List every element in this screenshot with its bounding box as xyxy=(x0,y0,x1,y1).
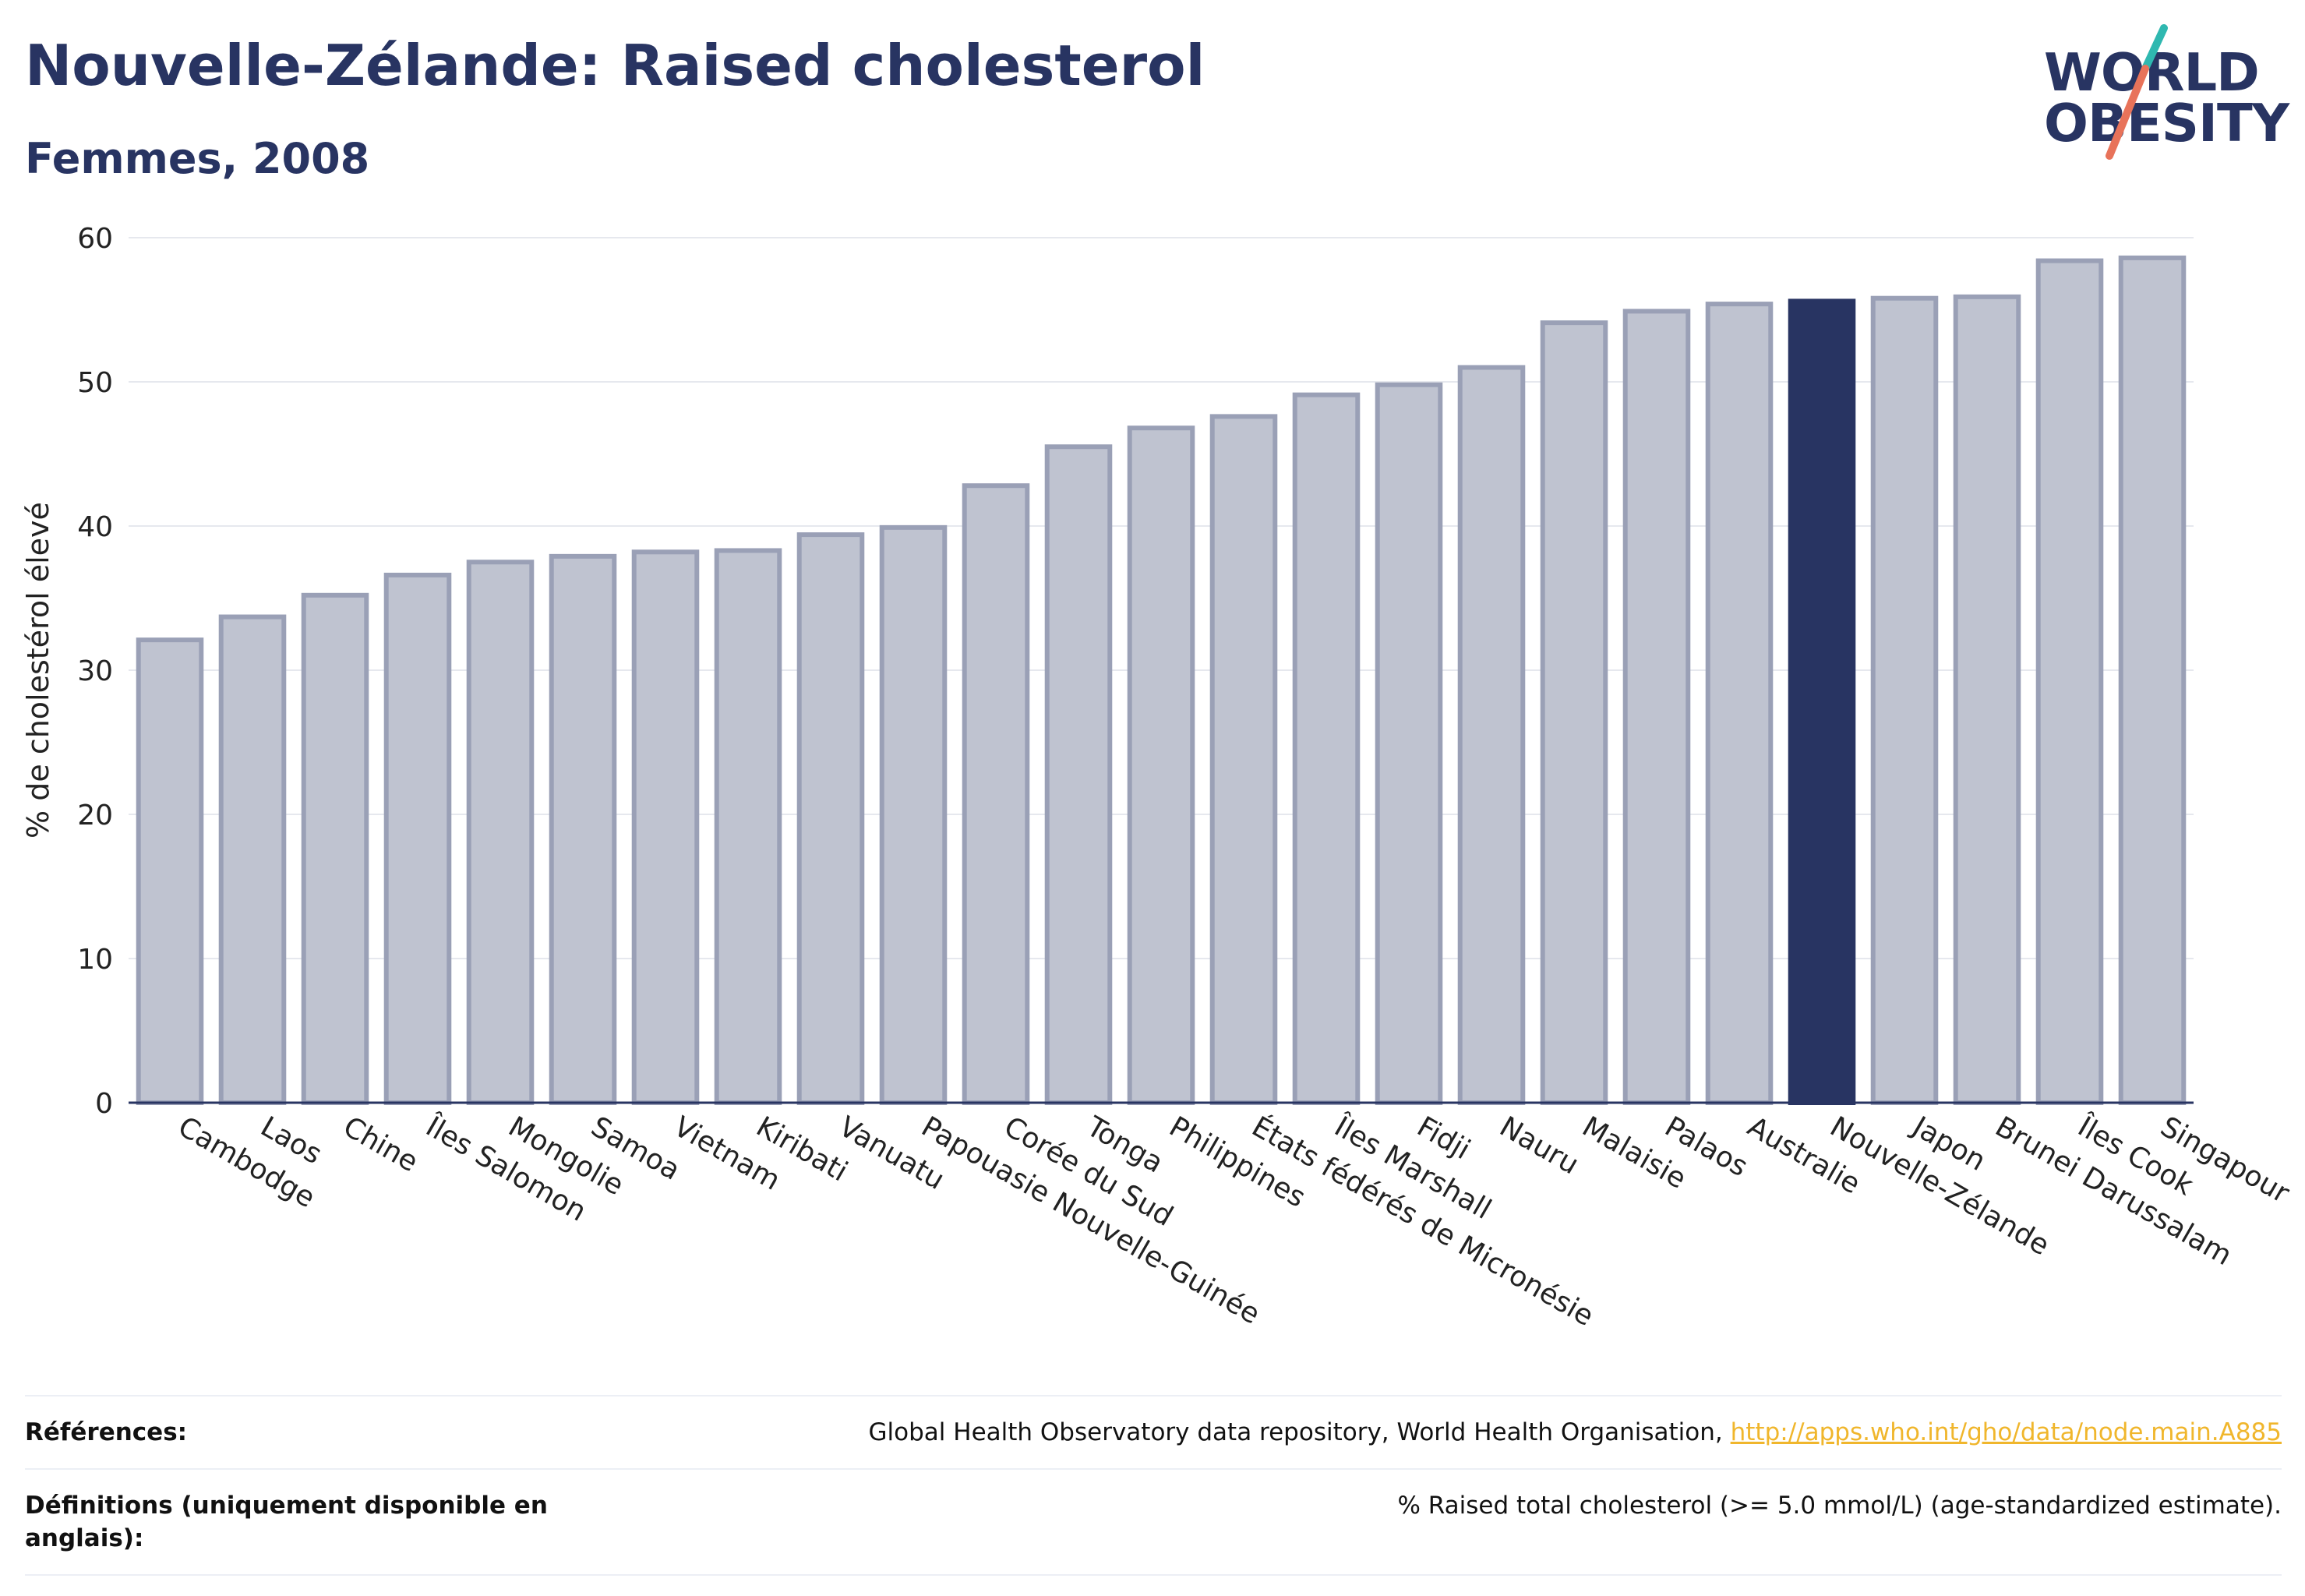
bar-22[interactable] xyxy=(1870,295,1939,1106)
definitions-row: Définitions (uniquement disponible en an… xyxy=(25,1467,2282,1576)
bar-10[interactable] xyxy=(879,524,948,1106)
references-link[interactable]: http://apps.who.int/gho/data/node.main.A… xyxy=(1730,1418,2282,1446)
bar-12[interactable] xyxy=(1044,444,1113,1105)
bar-14[interactable] xyxy=(1209,414,1278,1105)
bar-21[interactable] xyxy=(1788,298,1856,1105)
y-tick-label: 50 xyxy=(77,367,113,399)
logo-slash-icon xyxy=(2106,24,2168,160)
x-tick-label: Nauru xyxy=(1495,1110,1584,1181)
x-tick-label: Chine xyxy=(338,1110,424,1178)
definitions-label: Définitions (uniquement disponible en an… xyxy=(25,1491,548,1552)
bar-23[interactable] xyxy=(1953,294,2021,1106)
bar-20[interactable] xyxy=(1705,302,1774,1106)
page-subtitle: Femmes, 2008 xyxy=(25,134,370,183)
bar-4[interactable] xyxy=(383,572,452,1105)
bar-1[interactable] xyxy=(136,637,204,1105)
bars xyxy=(136,255,2187,1106)
bar-9[interactable] xyxy=(796,532,865,1106)
bar-13[interactable] xyxy=(1127,425,1195,1105)
bar-6[interactable] xyxy=(549,553,617,1106)
y-tick-label: 60 xyxy=(77,223,113,255)
y-tick-label: 20 xyxy=(77,800,113,832)
bar-24[interactable] xyxy=(2035,258,2104,1106)
references-row: Références: Global Health Observatory da… xyxy=(25,1395,2282,1468)
y-tick-labels: 0 10 20 30 40 50 60 xyxy=(77,223,113,1120)
references-text: Global Health Observatory data repositor… xyxy=(868,1418,1731,1446)
bar-11[interactable] xyxy=(962,483,1030,1105)
y-tick-label: 30 xyxy=(77,655,113,687)
definitions-value: % Raised total cholesterol (>= 5.0 mmol/… xyxy=(1397,1491,2282,1520)
bar-7[interactable] xyxy=(631,549,700,1105)
bar-16[interactable] xyxy=(1375,382,1443,1105)
references-value: Global Health Observatory data repositor… xyxy=(869,1417,2282,1449)
bar-18[interactable] xyxy=(1540,320,1608,1105)
page-title: Nouvelle-Zélande: Raised cholesterol xyxy=(25,33,1205,98)
bar-15[interactable] xyxy=(1292,392,1361,1105)
references-label: Références: xyxy=(25,1418,188,1446)
logo-line-2: OBESITY xyxy=(2044,93,2289,154)
footer: Références: Global Health Observatory da… xyxy=(25,1395,2282,1576)
bar-8[interactable] xyxy=(714,548,782,1105)
bar-25[interactable] xyxy=(2118,255,2187,1105)
y-tick-label: 40 xyxy=(77,511,113,543)
bar-3[interactable] xyxy=(301,592,369,1105)
bar-5[interactable] xyxy=(466,560,535,1105)
y-tick-label: 10 xyxy=(77,944,113,976)
y-tick-label: 0 xyxy=(95,1088,113,1120)
bar-2[interactable] xyxy=(218,614,287,1105)
world-obesity-logo: WORLD OBESITY xyxy=(2038,23,2291,164)
bar-19[interactable] xyxy=(1622,309,1691,1106)
y-axis-label: % de cholestérol élevé xyxy=(21,502,55,839)
bar-17[interactable] xyxy=(1457,365,1526,1105)
